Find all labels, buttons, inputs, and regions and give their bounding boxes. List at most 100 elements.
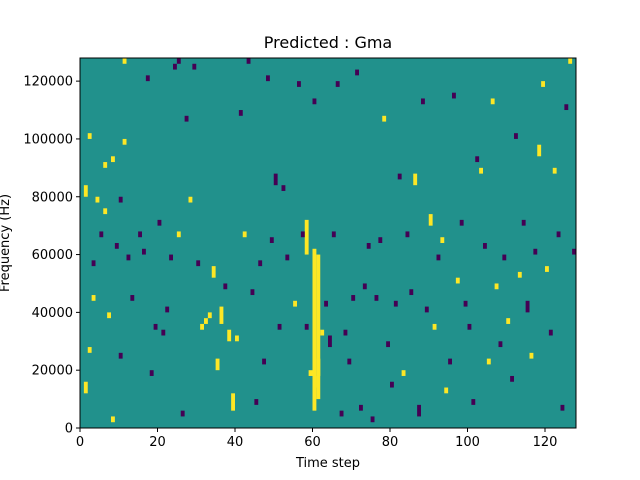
heatmap-cell bbox=[293, 300, 297, 307]
y-tick-label: 40000 bbox=[32, 306, 73, 321]
heatmap-cell bbox=[548, 329, 553, 336]
heatmap-cell bbox=[300, 231, 305, 238]
x-tick-label: 100 bbox=[455, 435, 480, 450]
heatmap-cell bbox=[122, 138, 127, 145]
heatmap-cell bbox=[269, 237, 274, 243]
heatmap-cell bbox=[413, 173, 418, 186]
y-axis-label: Frequency (Hz) bbox=[0, 194, 13, 292]
heatmap-cell bbox=[126, 254, 131, 261]
heatmap-cell bbox=[207, 312, 212, 319]
heatmap-cell bbox=[111, 156, 115, 163]
heatmap-cell bbox=[258, 260, 263, 267]
heatmap-cell bbox=[510, 375, 514, 382]
heatmap-cell bbox=[215, 358, 220, 371]
heatmap-cell bbox=[149, 370, 154, 376]
heatmap-cell bbox=[428, 214, 433, 226]
heatmap-cell bbox=[246, 58, 251, 64]
heatmap-cell bbox=[421, 98, 425, 105]
heatmap-cell bbox=[304, 323, 309, 330]
heatmap-cell bbox=[517, 271, 522, 278]
heatmap-cell bbox=[312, 98, 317, 105]
heatmap-cell bbox=[231, 393, 235, 411]
heatmap-cell bbox=[235, 335, 239, 342]
heatmap-cell bbox=[176, 58, 181, 64]
x-tick-label: 20 bbox=[149, 435, 166, 450]
x-axis-ticks: 0 20 40 60 80 100 120 bbox=[76, 428, 557, 450]
heatmap-cell bbox=[122, 58, 127, 64]
heatmap-cell bbox=[471, 399, 476, 405]
heatmap-cell bbox=[335, 81, 340, 87]
y-tick-label: 100000 bbox=[23, 132, 73, 147]
heatmap-cell bbox=[114, 243, 119, 249]
heatmap-cell bbox=[537, 144, 542, 157]
heatmap-cell bbox=[494, 283, 499, 290]
heatmap-cell bbox=[111, 416, 115, 423]
heatmap-cell bbox=[328, 335, 332, 348]
heatmap-band bbox=[316, 254, 321, 400]
heatmap-cell bbox=[266, 75, 270, 82]
heatmap-cell bbox=[514, 133, 518, 139]
heatmap-cell bbox=[320, 329, 325, 336]
heatmap-cell bbox=[552, 167, 557, 174]
heatmap-cell bbox=[99, 231, 104, 238]
heatmap-cell bbox=[87, 347, 92, 353]
y-tick-label: 80000 bbox=[32, 190, 73, 205]
heatmap-cell bbox=[312, 375, 317, 388]
x-tick-label: 40 bbox=[227, 435, 244, 450]
heatmap-cell bbox=[277, 323, 282, 330]
heatmap-cell bbox=[359, 404, 363, 411]
heatmap-cell bbox=[180, 410, 185, 417]
heatmap-cell bbox=[486, 358, 491, 365]
heatmap-cell bbox=[103, 208, 108, 215]
heatmap-cell bbox=[541, 81, 545, 87]
heatmap-cell bbox=[564, 104, 569, 111]
y-tick-label: 120000 bbox=[23, 75, 73, 90]
heatmap-cell bbox=[452, 92, 456, 99]
heatmap-cell bbox=[184, 115, 189, 122]
heatmap-cell bbox=[250, 289, 255, 296]
heatmap-cell bbox=[176, 231, 181, 238]
heatmap-cell bbox=[188, 196, 193, 203]
heatmap-cell bbox=[436, 254, 441, 261]
x-tick-label: 60 bbox=[304, 435, 321, 450]
x-tick-label: 0 bbox=[76, 435, 84, 450]
heatmap-band bbox=[312, 248, 317, 411]
heatmap-cell bbox=[238, 110, 243, 116]
heatmap-cell bbox=[409, 289, 414, 296]
heatmap-cell bbox=[281, 185, 286, 191]
heatmap-cell bbox=[173, 63, 177, 70]
heatmap-cell bbox=[390, 381, 394, 388]
heatmap-cell bbox=[107, 312, 111, 319]
heatmap-cell bbox=[219, 306, 224, 324]
heatmap-cell bbox=[200, 323, 204, 330]
heatmap-cell bbox=[440, 237, 445, 243]
heatmap-cell bbox=[324, 300, 328, 307]
heatmap-cell bbox=[83, 381, 88, 394]
heatmap-cell bbox=[463, 300, 468, 307]
heatmap-cell bbox=[529, 352, 534, 359]
heatmap-cell bbox=[448, 358, 452, 365]
heatmap-cell bbox=[165, 306, 170, 313]
heatmap-cell bbox=[393, 300, 398, 307]
heatmap-cell bbox=[91, 260, 96, 267]
heatmap-cells bbox=[83, 58, 576, 423]
heatmap-cell bbox=[568, 58, 573, 64]
heatmap-cell bbox=[525, 300, 530, 313]
heatmap-cell bbox=[142, 248, 146, 255]
heatmap-cell bbox=[285, 254, 290, 261]
heatmap-cell bbox=[297, 81, 301, 87]
heatmap-cell bbox=[556, 231, 561, 238]
heatmap-cell bbox=[560, 404, 565, 411]
x-tick-label: 80 bbox=[382, 435, 399, 450]
heatmap-cell bbox=[130, 295, 135, 301]
heatmap-cell bbox=[83, 185, 88, 197]
y-tick-label: 60000 bbox=[32, 248, 73, 263]
heatmap-cell bbox=[378, 237, 383, 243]
heatmap-cell bbox=[424, 306, 429, 313]
y-axis-ticks: 0 20000 40000 60000 80000 100000 120000 bbox=[23, 75, 80, 437]
heatmap-cell bbox=[103, 162, 108, 168]
heatmap-cell bbox=[475, 156, 480, 163]
heatmap-cell bbox=[161, 329, 166, 336]
heatmap-cell bbox=[572, 248, 576, 255]
